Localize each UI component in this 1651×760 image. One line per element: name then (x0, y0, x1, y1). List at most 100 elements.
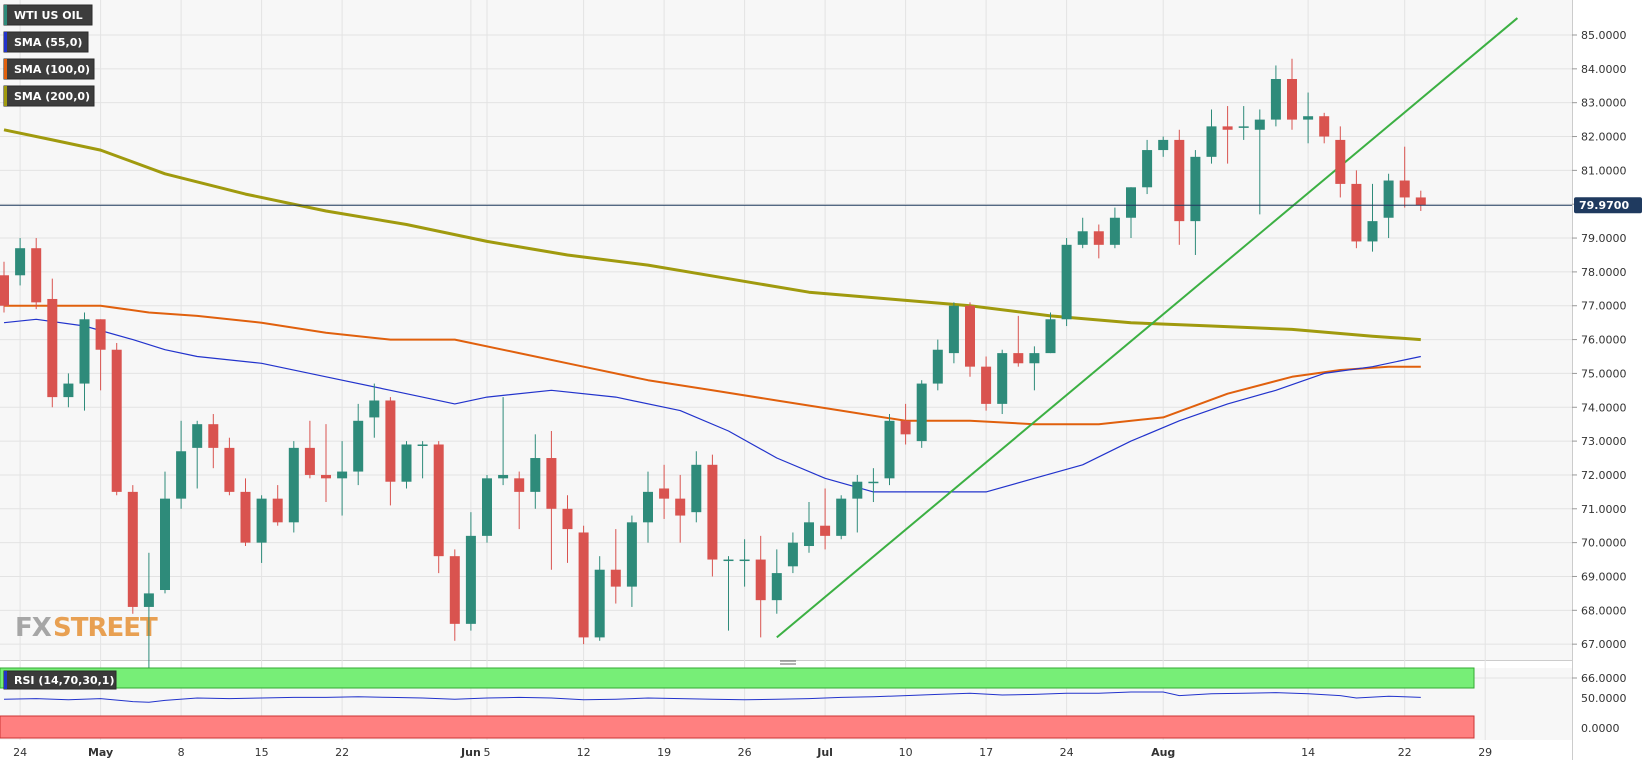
y-tick-label: 74.0000 (1581, 401, 1627, 414)
x-tick-label: 17 (979, 746, 993, 759)
candle (272, 485, 283, 526)
candle (610, 529, 621, 604)
candle (417, 441, 428, 479)
candle-body (932, 349, 943, 384)
watermark-street: STREET (53, 613, 158, 643)
candle (578, 525, 589, 645)
candle (1093, 224, 1104, 259)
candle-body (610, 569, 621, 587)
last-price-label: 79.9700 (1579, 199, 1629, 212)
legend-item-label: WTI US OIL (14, 9, 83, 22)
candle-body (755, 559, 766, 601)
x-tick-label: Jul (816, 746, 833, 759)
candle-body (771, 573, 782, 601)
candle (739, 539, 750, 587)
x-tick-label: 15 (255, 746, 269, 759)
candle (143, 552, 154, 678)
candle (836, 495, 847, 540)
candle (1335, 126, 1346, 198)
rsi-overbought-zone (0, 667, 1475, 689)
candle (755, 535, 766, 638)
candle (337, 441, 348, 516)
candle-body (482, 478, 492, 536)
sma-55-line (3, 318, 1421, 493)
candle-body (1254, 119, 1265, 130)
moving-averages (3, 128, 1421, 493)
candle (1383, 173, 1394, 239)
candle (208, 414, 219, 469)
candle-body (256, 498, 267, 543)
candle-body (916, 383, 927, 442)
candle-body (707, 464, 718, 560)
trendline[interactable] (776, 17, 1519, 639)
candle-body (884, 420, 895, 479)
candle-body (304, 447, 315, 475)
candle-body (594, 569, 605, 638)
y-tick-label: 77.0000 (1581, 300, 1627, 313)
legend-item[interactable]: SMA (55,0) (3, 31, 89, 53)
candle (176, 420, 187, 509)
candle (498, 397, 509, 486)
x-tick-label: 8 (178, 746, 185, 759)
candle-body (417, 444, 428, 446)
candle (47, 278, 58, 408)
x-tick-label: 24 (13, 746, 27, 759)
candle (465, 512, 476, 631)
legend-item[interactable]: WTI US OIL (3, 4, 93, 26)
candle (369, 383, 380, 438)
candle-body (31, 248, 42, 303)
candle (997, 349, 1008, 415)
candle-body (240, 491, 251, 543)
legend-item[interactable]: SMA (200,0) (3, 85, 95, 107)
candle (948, 302, 959, 364)
candle (288, 441, 299, 533)
y-tick-label: 82.0000 (1581, 131, 1627, 144)
candle-body (401, 444, 412, 482)
candle (31, 238, 42, 310)
x-tick-label: Aug (1151, 746, 1175, 759)
candle-body (369, 400, 380, 418)
watermark-fx: FX (15, 613, 52, 643)
candle (111, 342, 122, 496)
candle (1415, 190, 1426, 211)
candle (1142, 139, 1153, 195)
x-tick-label: 19 (657, 746, 671, 759)
candle (1367, 183, 1378, 252)
candle (433, 441, 444, 574)
candle (15, 238, 26, 286)
candle (771, 549, 782, 614)
candle (224, 437, 235, 496)
candle-body (1303, 116, 1314, 120)
candle (965, 302, 975, 377)
pane-resize-handle[interactable] (780, 660, 796, 665)
candle-body (79, 319, 90, 384)
candle-body (562, 508, 573, 530)
candle (852, 474, 863, 533)
candle (321, 424, 331, 503)
candle (192, 420, 203, 489)
y-axis-ticks: 85.000084.000083.000082.000081.000080.00… (1572, 29, 1627, 685)
candle-body (659, 488, 670, 499)
x-tick-label: 22 (1398, 746, 1412, 759)
rsi-tick-label: 50.0000 (1581, 692, 1627, 705)
candle-body (1142, 150, 1153, 188)
candle-body (127, 491, 138, 607)
candle-body (514, 478, 525, 492)
candle-body (739, 559, 750, 562)
candle (1238, 106, 1249, 140)
legend-item[interactable]: SMA (100,0) (3, 58, 95, 80)
candle-body (1351, 183, 1362, 242)
candle-body (433, 444, 444, 557)
x-tick-label: 22 (335, 746, 349, 759)
candle-body (498, 474, 509, 479)
candle-body (160, 498, 170, 591)
legend-item-label: SMA (55,0) (14, 36, 82, 49)
candle-body (626, 522, 637, 587)
candle (127, 485, 138, 614)
legend[interactable]: WTI US OIL SMA (55,0) SMA (100,0) SMA (200,… (3, 4, 95, 107)
candle (1270, 65, 1281, 127)
candle (1077, 217, 1088, 249)
y-tick-label: 66.0000 (1581, 672, 1627, 685)
candle (659, 464, 670, 519)
